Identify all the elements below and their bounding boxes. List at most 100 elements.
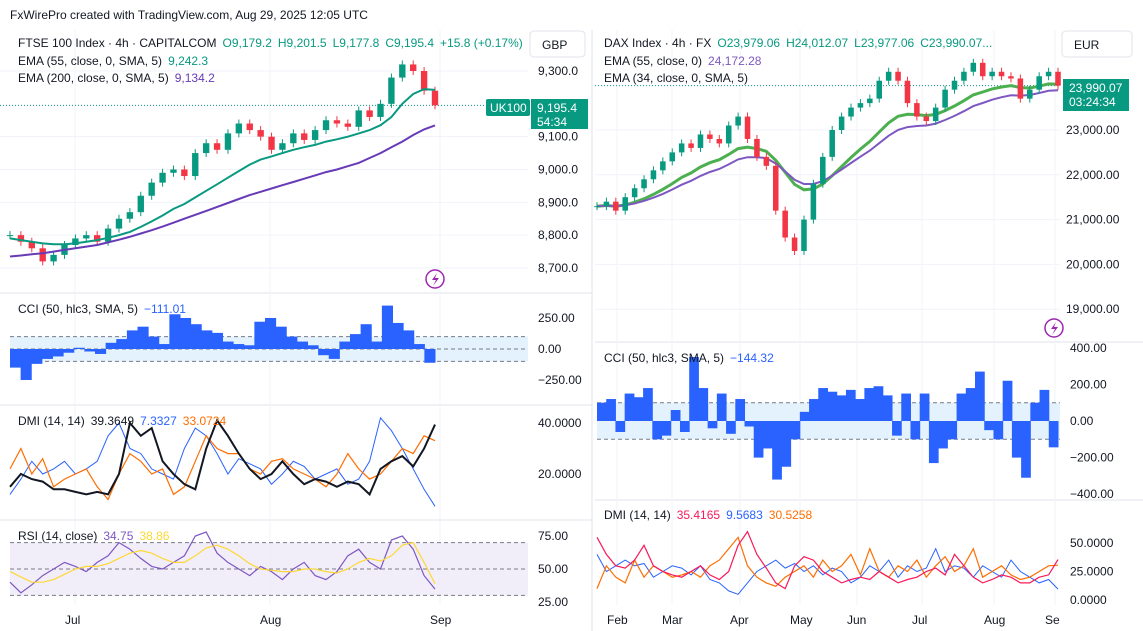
ftse-close: C9,195.4: [385, 36, 434, 50]
dax-candle: [876, 80, 883, 99]
dax-ema34-line: [596, 82, 1059, 208]
dax-candle: [782, 210, 788, 238]
svg-text:GBP: GBP: [542, 38, 567, 52]
ftse-cci-bar: [381, 305, 393, 349]
dax-candle: [801, 219, 807, 251]
dax-cci-bar: [1039, 389, 1050, 421]
ftse-cci-bar: [424, 349, 436, 363]
dax-cci-bar: [827, 391, 838, 421]
dax-candle: [791, 237, 798, 251]
ftse-price-tick: 9,000.0: [538, 162, 578, 176]
dax-ema55-line: [596, 89, 1059, 208]
ftse-candle: [104, 228, 112, 242]
dax-cci-bar: [873, 386, 884, 421]
dax-cci-bar: [1002, 380, 1013, 421]
dax-cci-bar: [633, 397, 644, 421]
dax-cci-bar: [1021, 421, 1031, 478]
dax-di-minus-line: [596, 536, 1059, 589]
dax-cci-bar: [855, 399, 865, 421]
ftse-cci-bar: [10, 349, 22, 368]
dax-cci-bar: [781, 421, 792, 467]
dax-candle: [613, 201, 619, 211]
ftse-cci-bar: [265, 318, 277, 349]
dax-candle: [697, 134, 704, 148]
ftse-candle: [333, 120, 341, 124]
ftse-cci-bar: [31, 349, 43, 364]
header-title: FxWirePro created with TradingView.com, …: [10, 8, 368, 22]
ftse-cci-bar: [318, 349, 330, 356]
ftse-last-price-badge: 9,195.4 54:34: [531, 99, 588, 129]
dax-cci-bar: [1048, 421, 1059, 448]
ftse-candle: [399, 64, 406, 78]
ftse-candle: [257, 130, 264, 137]
ftse-cci-bar: [73, 347, 85, 349]
dax-candle: [716, 138, 723, 144]
dax-candle: [641, 179, 647, 189]
ftse-cci-tick: 0.00: [538, 342, 562, 356]
ftse-cci-bar: [20, 349, 32, 380]
dax-candle: [1027, 89, 1033, 99]
dax-candle: [1045, 71, 1052, 77]
svg-text:23,990.07: 23,990.07: [1069, 81, 1123, 95]
dax-price-tick: 22,000.00: [1066, 168, 1120, 182]
dax-candle: [744, 116, 751, 139]
ftse-cci-bar: [137, 326, 149, 349]
ftse-price-tick: 8,900.0: [538, 195, 578, 209]
dax-candle: [660, 161, 666, 171]
ftse-rsi-line: [9, 531, 436, 594]
dax-adx-line: [596, 530, 1059, 590]
ftse-candle: [420, 71, 428, 91]
dax-candle: [594, 206, 600, 208]
dax-cci-bar: [975, 371, 985, 421]
ftse-cci-bar: [275, 326, 287, 349]
lightning-icon[interactable]: [425, 269, 445, 289]
dax-candle: [669, 152, 676, 162]
dax-cci-bar: [845, 389, 856, 421]
dax-cci-bar: [726, 421, 736, 434]
dax-candle: [989, 71, 995, 77]
ftse-candle: [246, 123, 253, 131]
dax-candle: [904, 80, 911, 104]
ftse-cci-bar: [392, 322, 404, 349]
ftse-cci-bar: [254, 321, 266, 349]
svg-text:54:34: 54:34: [537, 115, 567, 129]
dax-cci-tick: 400.00: [1070, 341, 1107, 355]
ftse-cci-bar: [63, 349, 75, 353]
dax-candle: [735, 116, 741, 126]
ftse-currency-button[interactable]: GBP: [529, 30, 586, 58]
dax-candle: [895, 71, 901, 81]
dax-currency-button[interactable]: EUR: [1061, 30, 1133, 58]
svg-text:EUR: EUR: [1074, 38, 1100, 52]
ftse-cci-bar: [233, 344, 245, 349]
dax-cci-bar: [809, 399, 819, 421]
dax-cci-bar: [938, 421, 948, 449]
ftse-candle: [137, 195, 144, 213]
ftse-candle: [268, 136, 275, 150]
ftse-ema200-legend: EMA (200, close, 0, SMA, 5) 9,134.2: [18, 71, 215, 85]
dax-time-tick: Jun: [847, 613, 866, 627]
dax-candle: [857, 103, 864, 108]
dax-candle: [998, 71, 1005, 77]
dax-candle: [763, 156, 770, 166]
ftse-candle: [126, 212, 134, 219]
ftse-rsi-legend: RSI (14, close) 34.75 38.86: [18, 529, 170, 543]
dax-cci-bar: [993, 421, 1004, 440]
ftse-cci-bar: [307, 345, 319, 349]
ftse-rsi-tick: 50.00: [538, 562, 568, 576]
ftse-candle: [279, 143, 286, 150]
dax-candle: [631, 188, 638, 198]
ftse-change: +15.8 (+0.17%): [440, 36, 523, 50]
dax-candle: [961, 71, 967, 81]
ftse-cci-bar: [105, 342, 117, 349]
dax-cci-bar: [735, 399, 746, 421]
ftse-time-tick: Aug: [260, 613, 281, 627]
ftse-ema200-line: [9, 124, 436, 258]
ftse-cci-bar: [339, 341, 351, 349]
dax-dmi-tick: 25.0000: [1070, 565, 1114, 579]
dax-cci-bar: [882, 395, 893, 421]
dax-candle: [650, 170, 657, 180]
dax-price-tick: 20,000.00: [1066, 257, 1120, 271]
ftse-cci-bar: [350, 334, 362, 349]
lightning-icon[interactable]: [1044, 318, 1064, 338]
